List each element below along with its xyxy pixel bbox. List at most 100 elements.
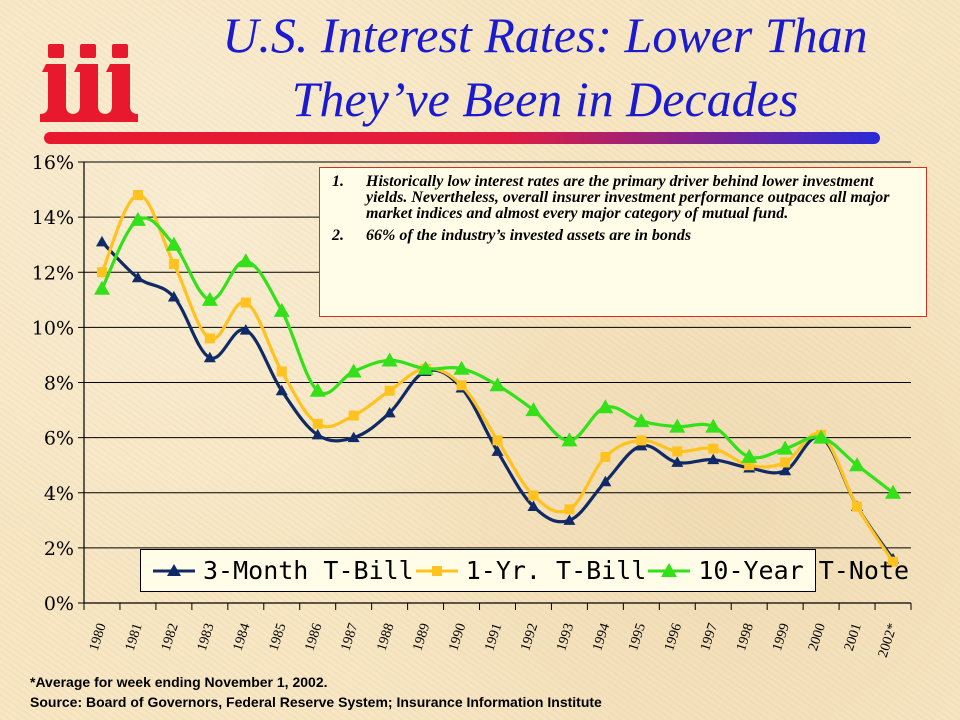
data-point [563,514,576,525]
x-tick-labels: 1980 1981 1982 1983 1984 1985 1986 1987 1988 1989… [87,622,901,660]
data-point [672,446,683,457]
data-point [239,324,252,335]
series-10-year-t-note [93,211,902,499]
data-point [95,235,108,247]
x-tick-label: 1993 [554,622,577,653]
data-point [671,456,684,467]
note-text: 66% of the industry’s invested assets ar… [366,227,692,244]
annotation-box: 1. Historically low interest rates are t… [319,167,927,317]
chart-title-line-1: U.S. Interest Rates: Lower Than [222,7,868,63]
data-point [705,418,722,433]
axes [78,161,912,610]
data-point [168,258,179,269]
title-underline-bar [44,132,880,144]
data-point [597,399,614,414]
data-point [708,443,719,454]
data-point [345,363,362,378]
iii-logo [40,44,138,122]
data-point [348,410,359,421]
x-tick-label: 1999 [770,622,793,653]
data-point [384,385,395,396]
data-point [96,267,107,278]
x-tick-label: 1991 [482,622,505,653]
y-tick-label: 0% [44,593,74,615]
data-point [237,253,254,268]
data-point [528,490,539,501]
y-tick-label: 16% [32,152,74,174]
data-point [456,380,467,391]
data-point [275,384,288,396]
x-tick-label: 1997 [698,622,721,653]
data-point [276,366,287,377]
data-point [564,504,575,515]
x-tick-label: 2002* [876,622,901,660]
legend-item-1-yr-tbill: 1-Yr. T-Bill [414,556,647,585]
y-tick-label: 4% [44,483,74,505]
data-point [813,429,830,444]
x-tick-label: 1986 [303,622,326,653]
y-tick-label: 14% [32,207,74,229]
x-tick-label: 1992 [518,622,541,653]
data-point [527,500,540,512]
data-point [744,460,755,471]
y-tick-label: 10% [32,317,74,339]
data-point [669,418,686,433]
data-point [599,475,612,487]
data-point [129,211,146,226]
x-tick-label: 1981 [123,622,146,653]
x-tick-label: 1994 [590,622,613,653]
data-point [203,351,216,363]
series-line [100,193,895,563]
x-tick-label: 1980 [87,622,110,653]
data-point [779,464,792,476]
data-point [885,484,902,499]
x-tick-label: 1990 [446,622,469,653]
data-point [131,271,144,283]
legend-label: 3-Month T-Bill [203,556,414,585]
annotation-note-2: 2. 66% of the industry’s invested assets… [332,228,916,244]
data-point [600,451,611,462]
data-point [417,360,434,375]
legend-item-10-year-tnote: 10-Year T-Note [646,556,909,585]
x-tick-label: 1996 [662,622,685,653]
y-tick-label: 6% [44,428,74,450]
data-point [381,352,398,367]
legend-label: 1-Yr. T-Bill [465,556,647,585]
y-tick-label: 2% [44,538,74,560]
data-point [383,406,396,418]
source-note: Source: Board of Governors, Federal Rese… [30,694,602,710]
data-point [780,457,791,468]
y-tick-label: 8% [44,373,74,395]
data-point [165,236,182,251]
x-tick-label: 1988 [375,622,398,653]
footnote: *Average for week ending November 1, 200… [30,674,328,690]
x-tick-label: 1995 [626,622,649,653]
data-point [309,382,326,397]
x-tick-label: 1985 [267,622,290,653]
legend-label: 10-Year T-Note [698,556,910,585]
data-point [492,435,503,446]
triangle-marker-icon [648,562,691,577]
data-point [273,302,290,317]
y-tick-label: 12% [32,262,74,284]
series-lines [93,190,902,567]
data-point [204,333,215,344]
data-point [707,453,720,465]
data-point [201,291,218,306]
data-point [888,556,899,567]
data-point [491,445,504,456]
chart-title-line-2: They’ve Been in Decades [291,71,799,127]
note-text: Historically low interest rates are the … [366,173,890,222]
data-point [93,280,110,295]
chart-legend: 3-Month T-Bill 1-Yr. T-Bill 10-Year T-No… [140,549,909,592]
data-point [852,501,863,512]
square-marker-icon [415,565,458,576]
data-point [347,431,360,443]
series-line [100,216,894,495]
data-point [636,435,647,446]
data-point [132,190,143,201]
x-tick-label: 1989 [410,622,433,653]
data-point [489,377,506,392]
data-point [240,297,251,308]
